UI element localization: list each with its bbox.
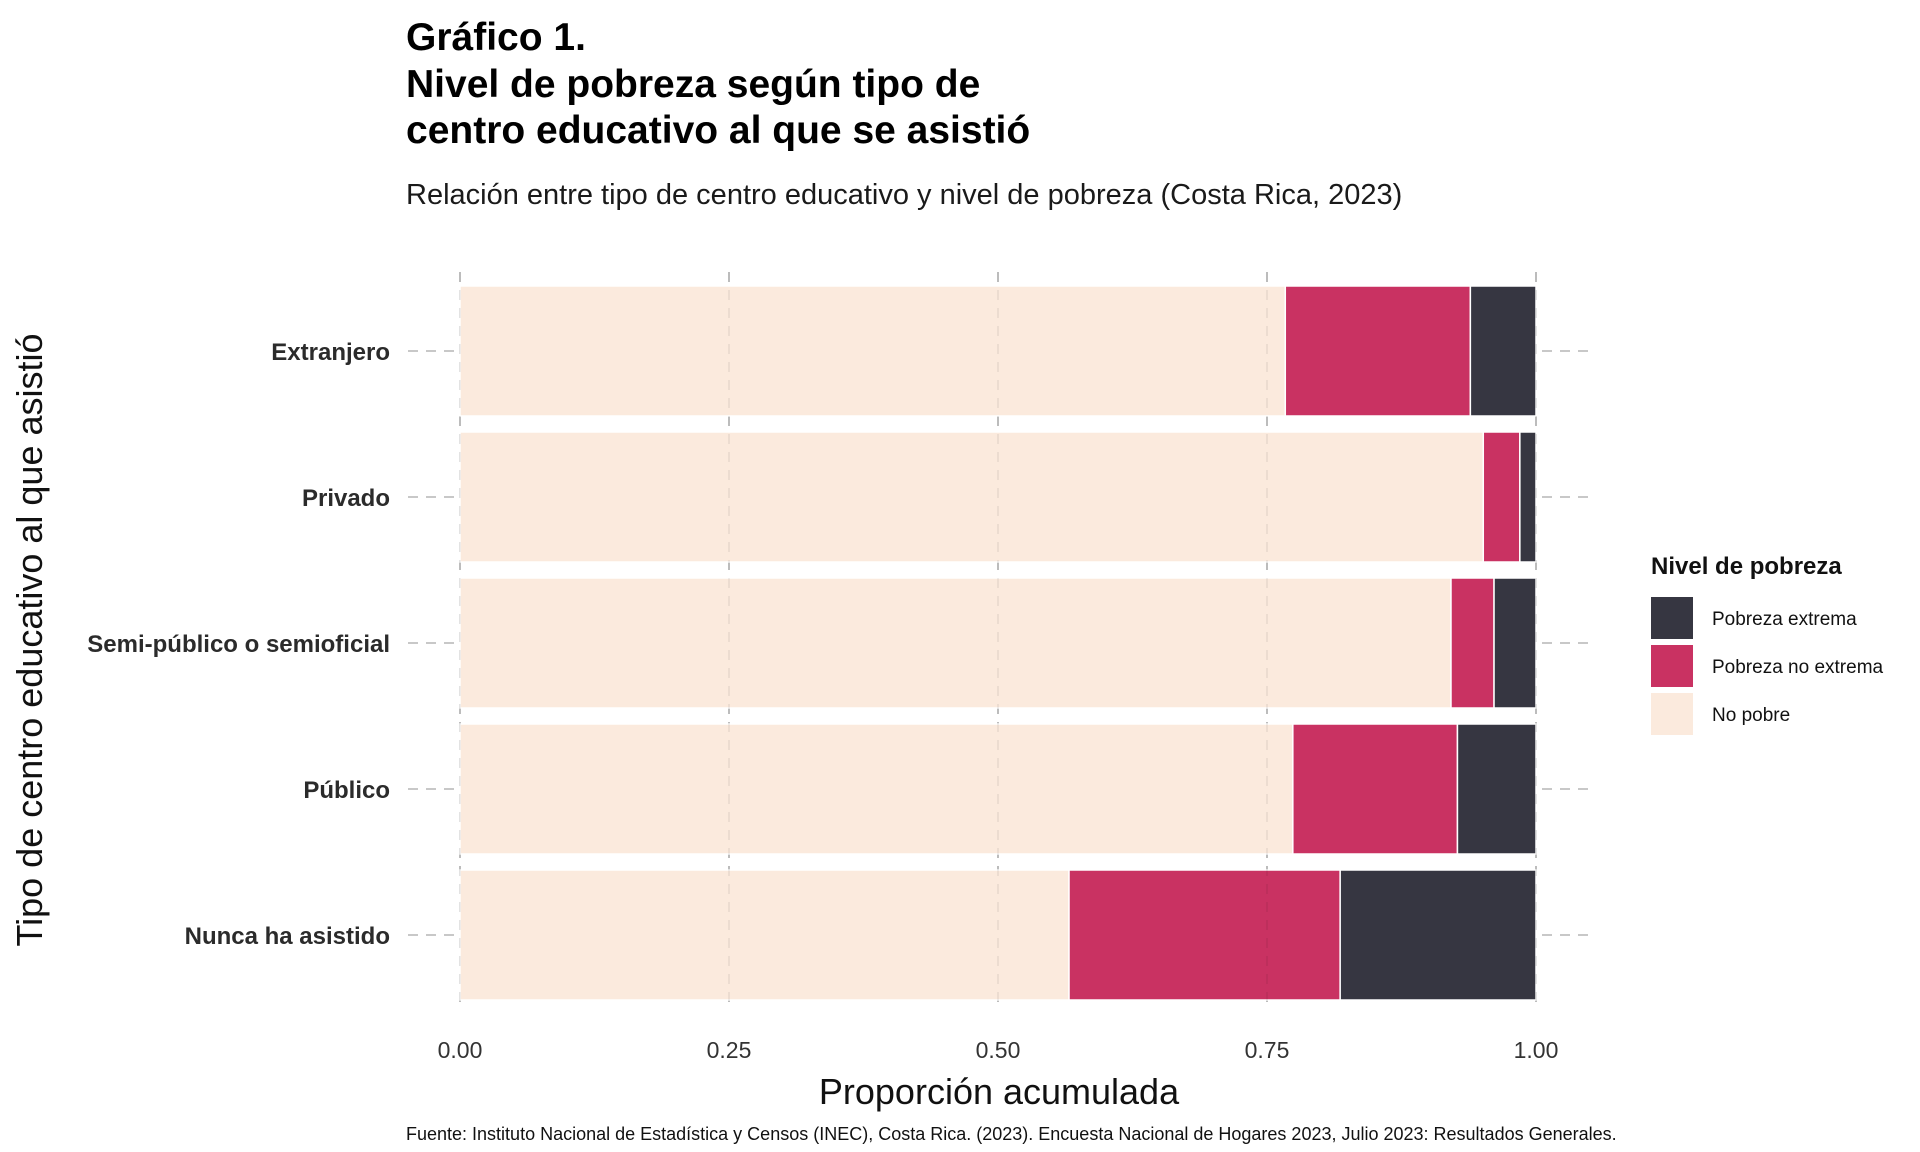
category-labels: Extranjero Privado Semi-público o semiofic… bbox=[87, 339, 390, 950]
bar-semi-publico-o-semioficial-pobreza-no-extrema bbox=[1450, 577, 1495, 709]
x-axis-title: Proporción acumulada bbox=[819, 1071, 1180, 1112]
category-label-publico: Público bbox=[303, 777, 390, 804]
chart-title-line-2: Nivel de pobreza según tipo de bbox=[406, 63, 980, 106]
bar-privado-no-pobre bbox=[459, 431, 1485, 563]
chart-title-line-1: Gráfico 1. bbox=[406, 16, 586, 59]
category-label-semi-publico-o-semioficial: Semi-público o semioficial bbox=[87, 631, 390, 658]
bar-nunca-ha-asistido-no-pobre bbox=[459, 869, 1070, 1001]
x-tick-label-2: 0.50 bbox=[976, 1037, 1021, 1063]
x-tick-label-0: 0.00 bbox=[438, 1037, 483, 1063]
bar-extranjero-pobreza-extrema bbox=[1469, 285, 1537, 417]
bar-nunca-ha-asistido-pobreza-no-extrema bbox=[1068, 869, 1341, 1001]
category-label-nunca-ha-asistido: Nunca ha asistido bbox=[185, 923, 390, 950]
bar-extranjero-no-pobre bbox=[459, 285, 1287, 417]
bar-semi-publico-o-semioficial-pobreza-extrema bbox=[1493, 577, 1537, 709]
legend: Nivel de pobreza Pobreza extrema Pobreza … bbox=[1651, 553, 1884, 735]
y-axis-title: Tipo de centro educativo al que asistió bbox=[9, 333, 50, 946]
bar-privado-pobreza-no-extrema bbox=[1482, 431, 1521, 563]
x-tick-labels: 0.00 0.25 0.50 0.75 1.00 bbox=[438, 1037, 1559, 1063]
bar-semi-publico-o-semioficial-no-pobre bbox=[459, 577, 1452, 709]
chart-subtitle: Relación entre tipo de centro educativo … bbox=[406, 179, 1402, 211]
bar-privado-pobreza-extrema bbox=[1519, 431, 1537, 563]
x-tick-label-4: 1.00 bbox=[1514, 1037, 1559, 1063]
legend-swatch-pobreza-extrema bbox=[1651, 597, 1693, 639]
legend-label-pobreza-no-extrema: Pobreza no extrema bbox=[1712, 657, 1884, 678]
bar-publico-no-pobre bbox=[459, 723, 1294, 855]
chart-title-line-3: centro educativo al que se asistió bbox=[406, 109, 1030, 152]
legend-swatch-no-pobre bbox=[1651, 693, 1693, 735]
category-label-privado: Privado bbox=[302, 485, 390, 512]
bar-publico-pobreza-extrema bbox=[1456, 723, 1537, 855]
x-tick-label-1: 0.25 bbox=[707, 1037, 752, 1063]
x-tick-label-3: 0.75 bbox=[1245, 1037, 1290, 1063]
legend-title: Nivel de pobreza bbox=[1651, 553, 1842, 580]
legend-label-no-pobre: No pobre bbox=[1712, 705, 1790, 726]
legend-label-pobreza-extrema: Pobreza extrema bbox=[1712, 609, 1857, 630]
chart-caption: Fuente: Instituto Nacional de Estadístic… bbox=[406, 1124, 1617, 1144]
bars bbox=[459, 272, 1537, 1010]
bar-extranjero-pobreza-no-extrema bbox=[1284, 285, 1472, 417]
legend-swatch-pobreza-no-extrema bbox=[1651, 645, 1693, 687]
category-label-extranjero: Extranjero bbox=[271, 339, 390, 366]
bar-publico-pobreza-no-extrema bbox=[1292, 723, 1459, 855]
bar-nunca-ha-asistido-pobreza-extrema bbox=[1339, 869, 1537, 1001]
